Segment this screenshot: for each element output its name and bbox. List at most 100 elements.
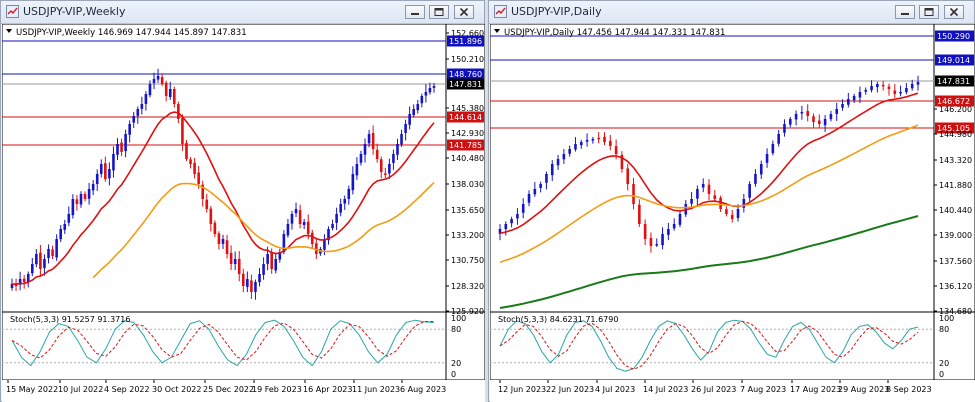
candle-body bbox=[626, 168, 630, 184]
price-tag bbox=[935, 122, 974, 134]
candle-body bbox=[278, 252, 282, 260]
price-axis-label: 125.920 bbox=[451, 307, 484, 316]
candle-body bbox=[416, 104, 420, 111]
osc-axis-label: 80 bbox=[939, 325, 949, 334]
candle-body bbox=[701, 184, 705, 188]
candle-body bbox=[225, 240, 229, 254]
candle-body bbox=[392, 154, 395, 163]
candle-body bbox=[282, 234, 286, 253]
candle-body bbox=[274, 259, 278, 271]
candle-body bbox=[30, 264, 34, 274]
date-axis-label: 26 Jul 2023 bbox=[691, 385, 736, 394]
candle-body bbox=[327, 229, 330, 241]
price-tag-label: 147.831 bbox=[449, 80, 482, 89]
chart-info-label: USDJPY-VIP,Daily 147.456 147.944 147.331… bbox=[504, 28, 725, 38]
candle-body bbox=[550, 164, 554, 176]
candle-body bbox=[91, 184, 95, 191]
candle-body bbox=[818, 120, 821, 124]
minimize-icon bbox=[411, 13, 419, 15]
date-axis-label: 25 Dec 2022 bbox=[203, 385, 254, 394]
price-tag bbox=[935, 95, 974, 107]
candle-body bbox=[432, 86, 436, 88]
candle-body bbox=[18, 279, 22, 285]
date-axis-label: 22 Jun 2023 bbox=[546, 385, 594, 394]
candle-body bbox=[104, 163, 107, 179]
candle-body bbox=[568, 149, 571, 154]
candle-body bbox=[887, 86, 891, 89]
window-titlebar[interactable]: USDJPY-VIP,Daily bbox=[489, 1, 974, 24]
symbol-dropdown-icon bbox=[6, 29, 12, 33]
stoch-signal-line bbox=[499, 320, 919, 370]
candle-body bbox=[800, 112, 804, 114]
candle-body bbox=[237, 258, 241, 274]
price-axis-label: 150.210 bbox=[451, 55, 484, 64]
price-tag-label: 148.760 bbox=[449, 70, 482, 79]
price-axis-label: 146.200 bbox=[939, 105, 972, 114]
price-tag-label: 145.105 bbox=[937, 124, 970, 133]
candle-body bbox=[250, 280, 253, 292]
candle-body bbox=[910, 84, 914, 89]
price-tag bbox=[447, 139, 484, 151]
candle-body bbox=[290, 214, 294, 224]
candle-body bbox=[632, 183, 635, 204]
candle-body bbox=[388, 164, 391, 174]
candle-body bbox=[504, 224, 508, 230]
candle-body bbox=[754, 174, 757, 184]
candle-body bbox=[556, 159, 560, 166]
ema-fast-line bbox=[499, 92, 919, 235]
osc-axis-label: 20 bbox=[451, 359, 461, 368]
price-tag-label: 151.896 bbox=[449, 37, 482, 46]
candle-body bbox=[233, 259, 237, 264]
window-titlebar[interactable]: USDJPY-VIP,Weekly bbox=[1, 1, 484, 24]
minimize-icon bbox=[901, 13, 909, 15]
price-axis-label: 130.750 bbox=[451, 256, 484, 265]
candle-body bbox=[841, 104, 844, 108]
weekly-price-chart[interactable]: USDJPY-VIP,Weekly 146.969 147.944 145.89… bbox=[2, 24, 485, 402]
candle-body bbox=[404, 124, 407, 133]
close-button[interactable] bbox=[944, 5, 964, 19]
candle-body bbox=[597, 137, 600, 140]
price-axis-label: 152.660 bbox=[451, 29, 484, 38]
close-button[interactable] bbox=[454, 5, 474, 19]
candle-body bbox=[343, 199, 347, 204]
date-axis bbox=[2, 380, 485, 402]
candle-body bbox=[765, 154, 769, 163]
minimize-button[interactable] bbox=[895, 5, 915, 19]
candle-body bbox=[164, 82, 168, 96]
minimize-button[interactable] bbox=[405, 5, 425, 19]
candle-body bbox=[371, 132, 375, 149]
price-axis-label: 143.320 bbox=[939, 156, 972, 165]
candle-body bbox=[829, 114, 833, 120]
ema-fast-line bbox=[11, 111, 435, 286]
candle-body bbox=[396, 144, 399, 155]
price-axis-label: 128.320 bbox=[451, 282, 484, 291]
candle-body bbox=[771, 144, 775, 154]
candle-body bbox=[858, 92, 862, 98]
candle-body bbox=[177, 103, 180, 119]
candle-body bbox=[10, 284, 14, 288]
stoch-main-line bbox=[499, 319, 919, 372]
candle-body bbox=[527, 194, 531, 203]
candle-body bbox=[43, 259, 46, 268]
candle-body bbox=[148, 84, 152, 96]
candle-body bbox=[254, 282, 257, 292]
maximize-button[interactable] bbox=[429, 5, 449, 19]
maximize-button[interactable] bbox=[919, 5, 939, 19]
oscillator-pane bbox=[2, 311, 485, 381]
candle-body bbox=[545, 174, 548, 183]
candle-body bbox=[266, 254, 269, 264]
price-axis-label: 141.880 bbox=[939, 181, 972, 190]
price-tag-label: 141.785 bbox=[449, 141, 482, 150]
candle-body bbox=[209, 208, 213, 224]
price-axis-label: 139.000 bbox=[939, 231, 972, 240]
ema-mid-line bbox=[499, 124, 919, 264]
price-tag-label: 147.831 bbox=[937, 77, 970, 86]
price-tag bbox=[447, 68, 484, 80]
candle-body bbox=[876, 84, 879, 88]
candle-body bbox=[221, 239, 225, 244]
price-axis-label: 136.120 bbox=[939, 282, 972, 291]
daily-price-chart[interactable]: USDJPY-VIP,Daily 147.456 147.944 147.331… bbox=[490, 24, 975, 402]
candle-body bbox=[120, 142, 123, 152]
candle-body bbox=[661, 234, 664, 246]
candle-body bbox=[367, 134, 371, 144]
